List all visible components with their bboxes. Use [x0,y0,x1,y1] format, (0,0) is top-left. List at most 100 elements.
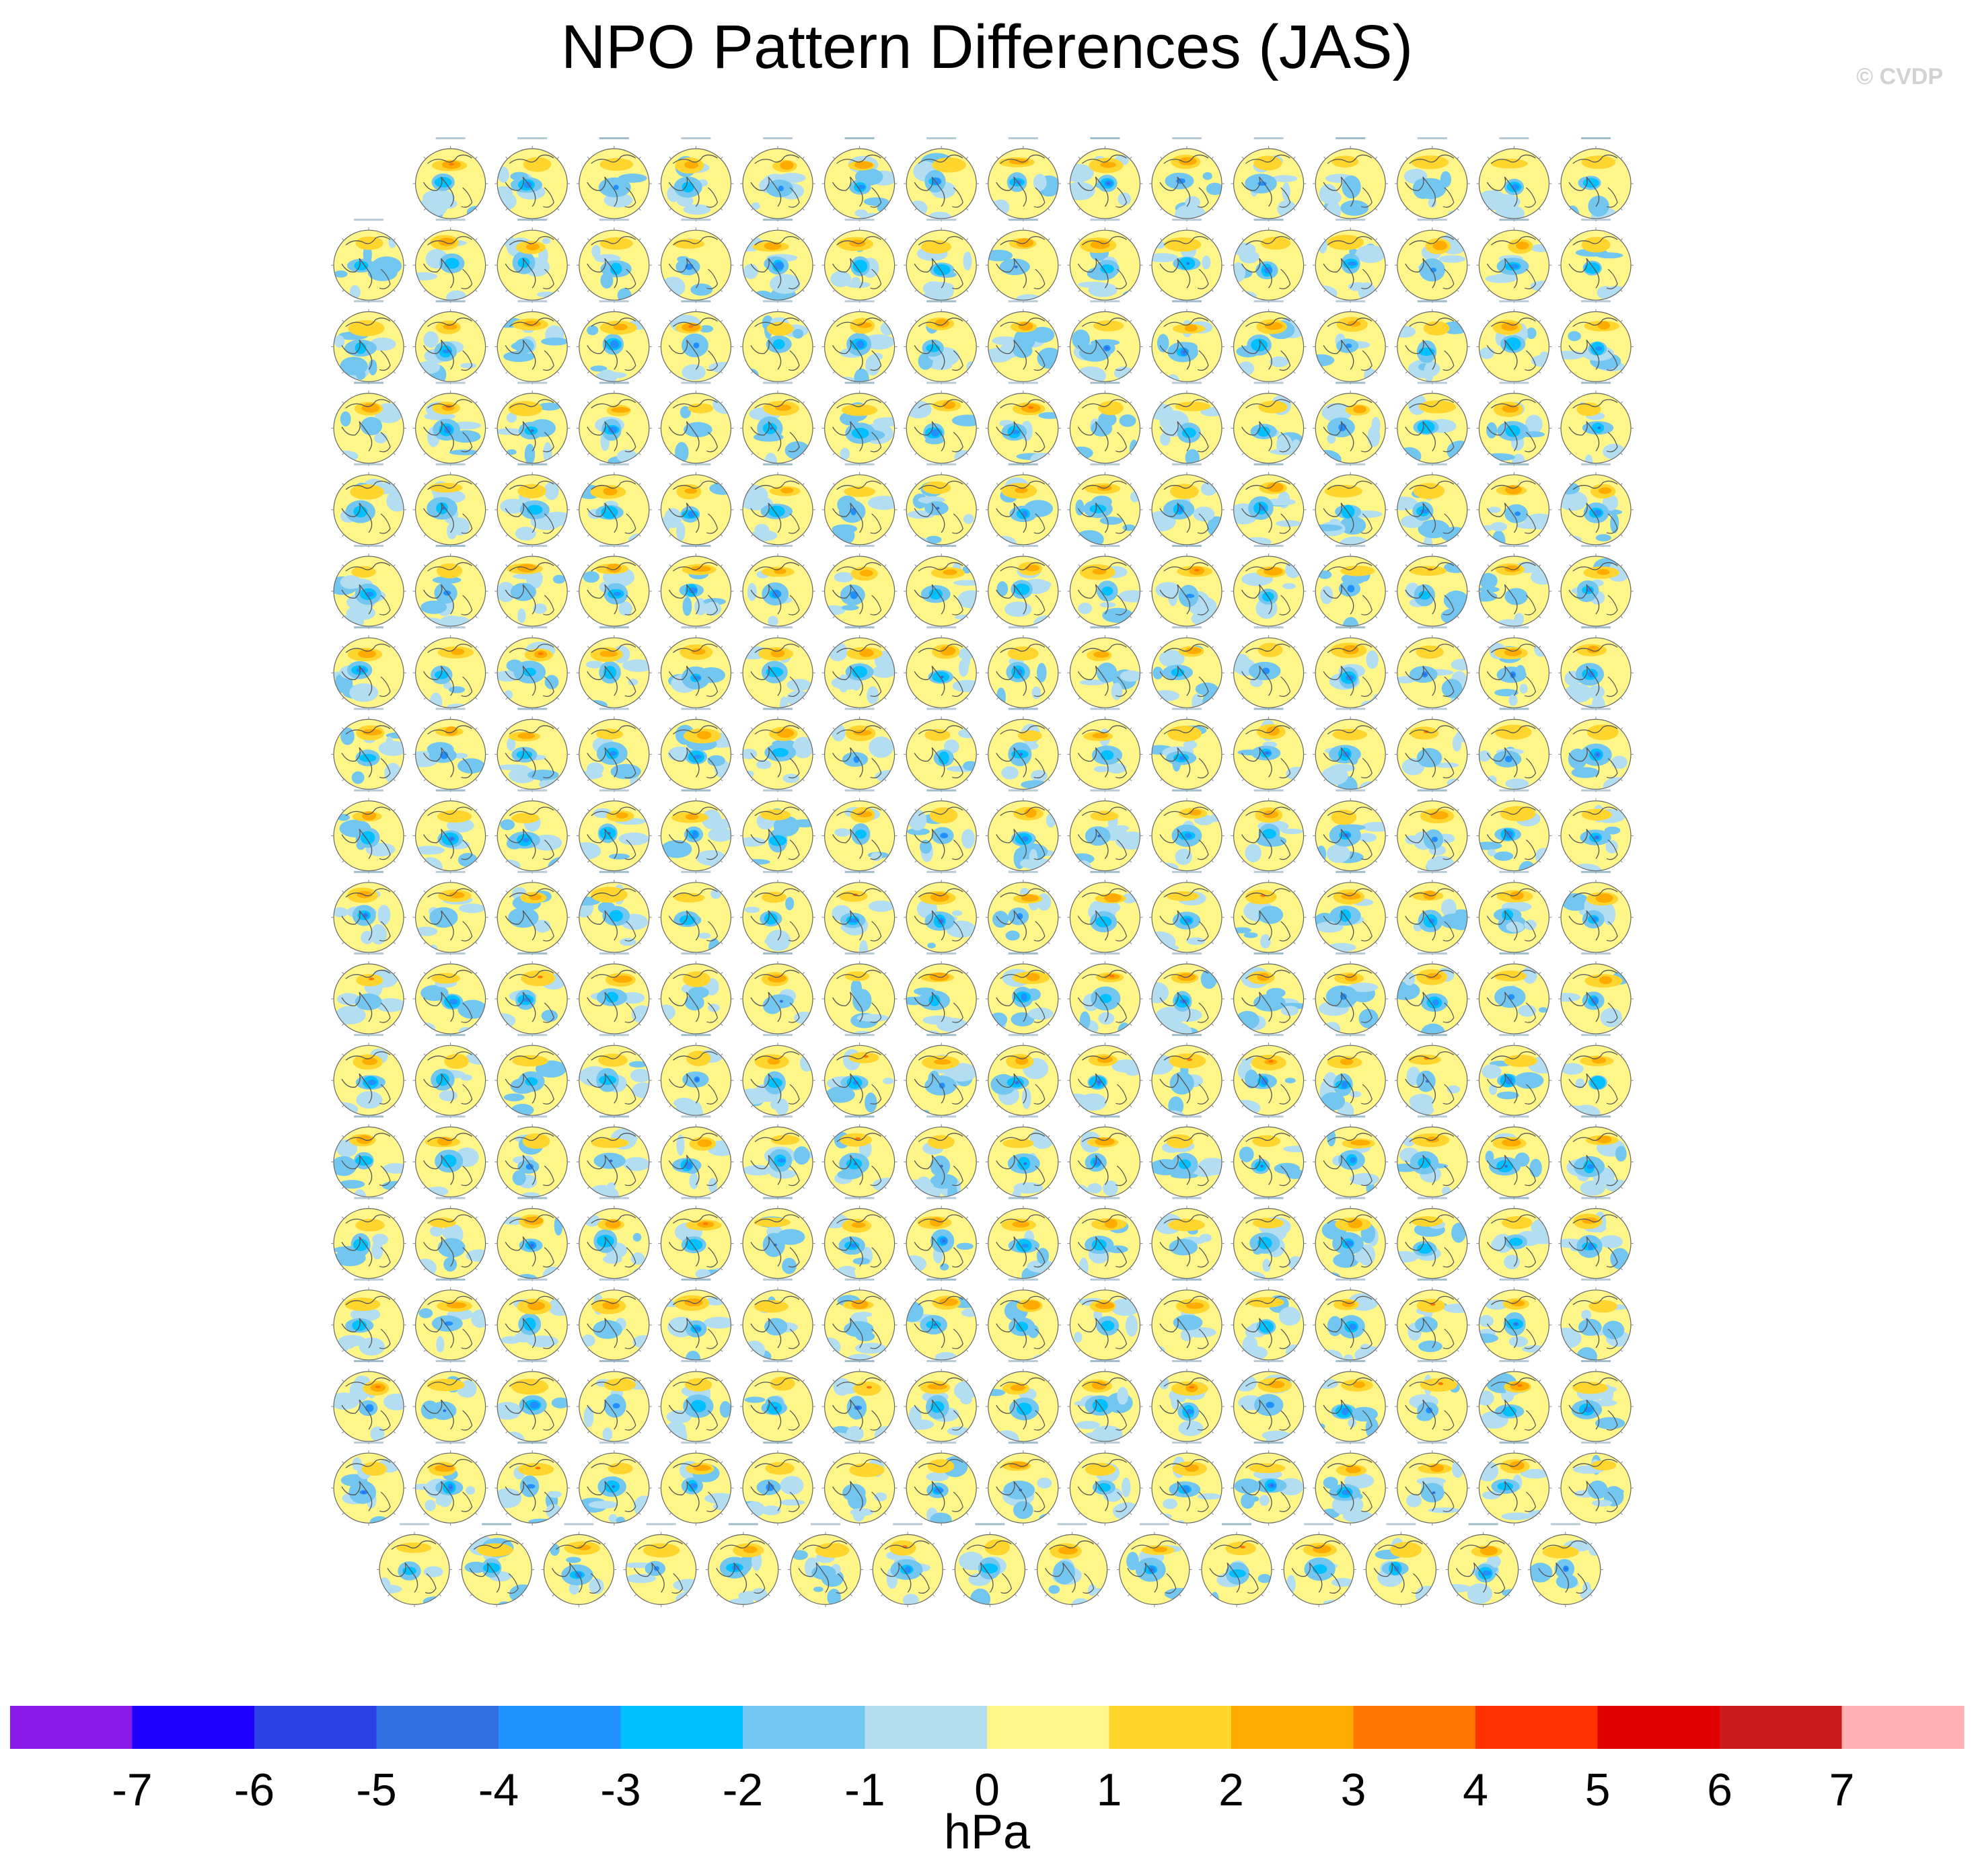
panel-caption [1499,1360,1529,1362]
panel-caption [1008,708,1038,710]
polar-map-panel [377,1523,452,1608]
polar-map-panel [1476,708,1552,792]
panel-caption [1581,463,1611,465]
panel-caption [1417,545,1447,547]
colorbar-segment [1231,1706,1354,1749]
polar-map-panel [495,1197,571,1281]
polar-map-panel [985,1360,1061,1444]
panel-caption [1336,300,1366,303]
panel-caption [844,1034,875,1037]
panel-caption [599,463,629,465]
polar-map-panel [904,1441,980,1526]
panel-caption [1499,1115,1529,1118]
colorbar-tick-label: -4 [478,1764,519,1815]
polar-map-panel [331,626,406,711]
polar-map-panel [495,219,571,303]
panel-caption [926,952,957,954]
panel-caption [1499,952,1529,954]
colorbar-segment [254,1706,377,1749]
panel-caption [763,219,793,221]
polar-map-panel [985,463,1061,548]
panel-caption [1008,1278,1038,1281]
polar-map-panel [331,1360,406,1444]
polar-map-panel [821,463,898,548]
polar-map-panel [1476,137,1552,221]
panel-caption [435,952,466,954]
polar-map-panel [1067,1197,1143,1281]
panel-caption [763,463,793,465]
polar-map-panel [1476,952,1552,1037]
polar-map-panel [985,1115,1061,1200]
polar-map-panel [331,789,406,874]
polar-map-panel [1313,870,1389,955]
polar-map-panel [740,1197,815,1281]
panel-caption [1008,789,1038,792]
panel-caption [844,381,875,384]
panel-caption [435,1115,466,1118]
polar-map-panel [658,1115,734,1200]
polar-map-panel [459,1523,535,1608]
polar-map-panel [1231,952,1307,1037]
polar-map-panel [576,463,652,548]
panel-caption [1172,626,1202,629]
panel-caption [435,626,466,629]
polar-map-panel [904,789,980,874]
polar-map-panel [495,1278,571,1363]
colorbar-tick-label: -7 [112,1764,152,1815]
polar-map-panel [740,300,815,385]
panel-caption [681,219,711,221]
panel-caption [599,1278,629,1281]
panel-caption [1008,1360,1038,1362]
panel-caption [1090,952,1120,954]
panel-caption [926,463,957,465]
panel-caption [564,1523,594,1526]
colorbar-tick-label: 7 [1829,1764,1855,1815]
polar-map-panel [1394,1034,1470,1119]
panel-caption [1336,952,1366,954]
panel-caption [1139,1523,1169,1526]
panel-caption [926,1360,957,1362]
polar-map-panel [1476,1278,1552,1363]
panel-caption [681,137,711,139]
panel-caption [599,789,629,792]
panel-caption [435,300,466,303]
panel-caption [599,300,629,303]
panel-caption [1090,1360,1120,1362]
panel-caption [681,1115,711,1118]
polar-map-panel [412,870,488,955]
polar-map-panel [821,1197,898,1281]
polar-map-panel [576,1278,652,1363]
polar-map-panel [740,545,815,629]
panel-caption [482,1523,512,1526]
polar-map-panel [1394,545,1470,629]
panel-caption [1581,381,1611,384]
polar-map-panel [331,1115,406,1200]
colorbar-segment [132,1706,255,1749]
polar-map-panel [1445,1523,1521,1608]
panel-caption [1008,137,1038,139]
polar-map-panel [495,1034,571,1119]
panel-caption [599,870,629,873]
panel-caption [1336,870,1366,873]
panel-caption [1008,952,1038,954]
polar-map-panel [541,1523,617,1608]
polar-map-panel [1394,1441,1470,1526]
polar-map-panel [412,300,488,385]
polar-map-panel [985,789,1061,874]
polar-map-panel [821,789,898,874]
panel-caption [893,1523,923,1526]
polar-map-panel [576,545,652,629]
polar-map-panel [1313,545,1389,629]
panel-caption [1090,1115,1120,1118]
polar-map-panel [412,952,488,1037]
polar-map-panel [1558,626,1634,711]
panel-caption [763,1115,793,1118]
panel-caption [599,1115,629,1118]
polar-map-panel [821,137,898,221]
panel-caption [517,300,548,303]
polar-map-panel [904,381,980,466]
polar-map-panel [1476,626,1552,711]
panel-caption [844,1441,875,1444]
panel-caption [1090,1278,1120,1281]
polar-map-panel [1067,545,1143,629]
